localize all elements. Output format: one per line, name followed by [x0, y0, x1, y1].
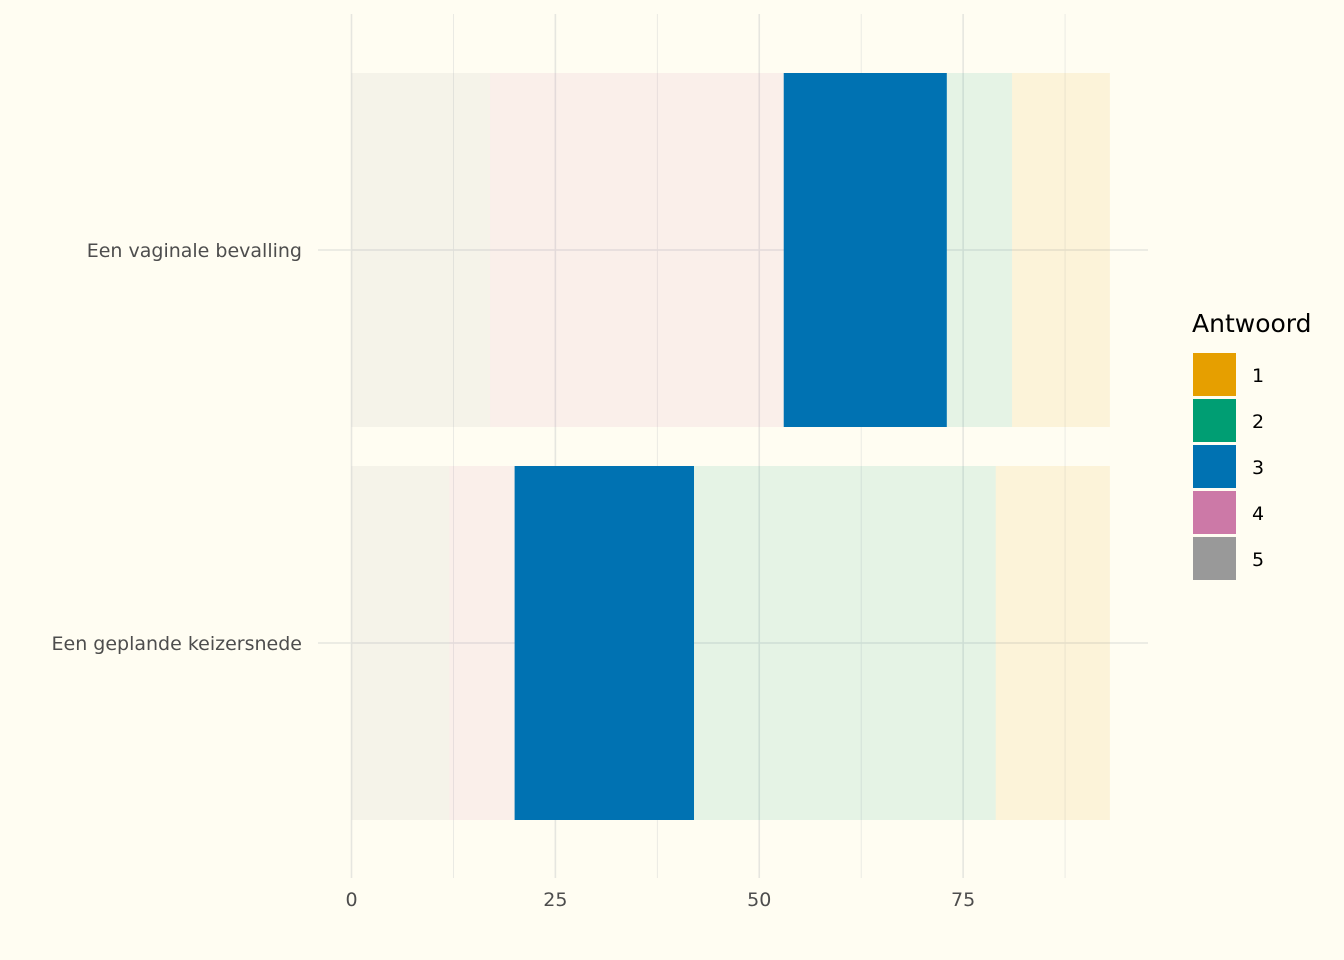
y-tick-label: Een geplande keizersnede: [52, 633, 303, 655]
legend-label: 2: [1252, 411, 1264, 433]
y-tick-label: Een vaginale bevalling: [87, 240, 302, 262]
x-tick-label: 25: [543, 889, 567, 911]
legend-title: Antwoord: [1192, 309, 1312, 338]
bar-segment-3-1: [783, 73, 947, 427]
bar-segment-2-2: [694, 466, 996, 820]
legend-key-2: [1193, 399, 1236, 442]
x-tick-label: 50: [747, 889, 771, 911]
legend-key-5: [1193, 537, 1236, 580]
bar-segment-1-1: [1012, 73, 1110, 427]
legend-key-4: [1193, 491, 1236, 534]
bar-segment-5-2: [351, 466, 450, 820]
legend-label: 3: [1252, 457, 1264, 479]
legend-key-3: [1193, 445, 1236, 488]
x-tick-label: 0: [345, 889, 357, 911]
bar-segment-4-2: [449, 466, 515, 820]
bar-segment-2-1: [946, 73, 1013, 427]
legend-label: 5: [1252, 549, 1264, 571]
x-tick-label: 75: [951, 889, 975, 911]
grid-lines: [318, 14, 1148, 878]
bar-segment-4-1: [490, 73, 784, 427]
y-axis: Een vaginale bevalling Een geplande keize…: [52, 240, 303, 655]
legend-label: 4: [1252, 503, 1264, 525]
bars: [351, 73, 1110, 820]
legend-label: 1: [1252, 365, 1264, 387]
bar-segment-1-2: [995, 466, 1110, 820]
bar-segment-5-1: [351, 73, 491, 427]
bar-segment-3-2: [514, 466, 695, 820]
x-axis: 0 25 50 75: [345, 889, 975, 911]
legend-key-1: [1193, 353, 1236, 396]
legend: Antwoord 1 2 3 4 5: [1192, 309, 1312, 580]
